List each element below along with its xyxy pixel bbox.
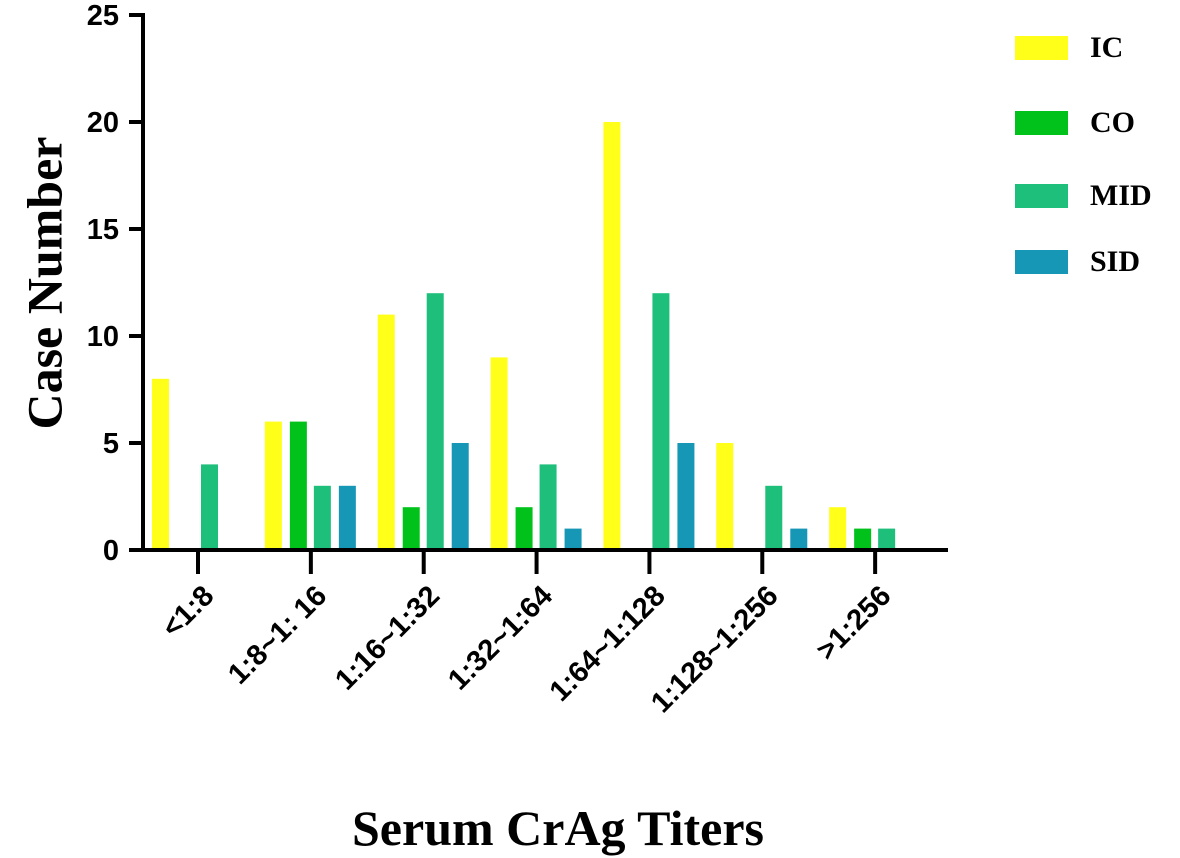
x-tick-label: 1:16~1:32 <box>329 580 446 697</box>
bar <box>564 528 582 550</box>
legend-swatch <box>1015 36 1068 60</box>
bar <box>402 507 420 550</box>
y-tick-label: 0 <box>103 535 119 567</box>
y-axis-title: Case Number <box>16 136 72 429</box>
legend-label: SID <box>1090 245 1140 278</box>
bar <box>313 485 331 550</box>
bar <box>854 528 872 550</box>
bar <box>451 443 469 550</box>
x-tick-label: >1:256 <box>810 580 897 667</box>
y-tick-label: 15 <box>87 214 119 246</box>
bar <box>490 357 508 550</box>
bar <box>338 485 356 550</box>
y-tick-label: 5 <box>103 428 119 460</box>
bar <box>677 443 695 550</box>
bar <box>829 507 847 550</box>
bar <box>603 122 621 550</box>
bar <box>765 485 783 550</box>
x-tick-label: 1:32~1:64 <box>442 580 559 697</box>
y-tick-label: 10 <box>87 321 119 353</box>
y-tick-label: 20 <box>87 107 119 139</box>
x-axis-title: Serum CrAg Titers <box>352 800 764 856</box>
x-tick-label: 1:8~1: 16 <box>222 580 333 691</box>
bar <box>515 507 533 550</box>
legend-swatch <box>1015 111 1068 135</box>
legend-label: MID <box>1090 179 1152 212</box>
bar <box>426 293 444 550</box>
legend-swatch <box>1015 184 1068 208</box>
bar <box>289 421 307 550</box>
bar <box>716 443 734 550</box>
bar <box>652 293 670 550</box>
bar <box>201 464 218 550</box>
bar <box>264 421 282 550</box>
legend-label: IC <box>1090 31 1123 64</box>
bar <box>790 528 808 550</box>
bar <box>878 528 896 550</box>
legend-swatch <box>1015 250 1068 274</box>
legend-label: CO <box>1090 106 1135 139</box>
bar <box>377 314 395 550</box>
y-tick-label: 25 <box>87 0 119 32</box>
x-tick-label: <1:8 <box>156 580 220 644</box>
bar <box>152 378 169 550</box>
bar <box>539 464 557 550</box>
